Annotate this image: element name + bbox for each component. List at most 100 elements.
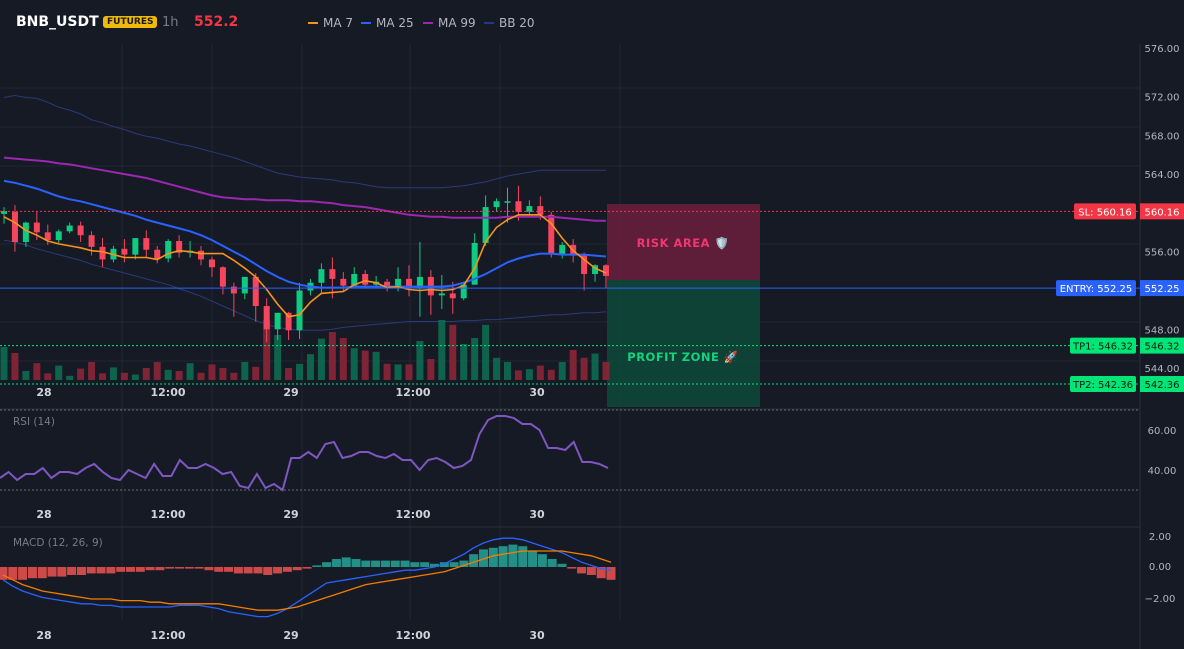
macd-histogram-bar — [420, 562, 430, 567]
macd-histogram-bar — [47, 567, 57, 577]
time-tick: 29 — [283, 629, 298, 642]
candle-body — [77, 225, 84, 236]
volume-bar — [263, 320, 271, 380]
risk-area-zone — [607, 204, 760, 280]
volume-bar — [503, 362, 511, 380]
legend-ma25[interactable]: MA 25 — [361, 16, 414, 30]
macd-histogram-bar — [233, 567, 243, 574]
grid — [0, 44, 1141, 649]
volume-bar — [33, 363, 41, 380]
volume-bar — [230, 372, 238, 380]
macd-histogram-bar — [302, 567, 312, 569]
candle-body — [165, 241, 172, 259]
macd-histogram-bar — [106, 567, 116, 574]
candle-body — [537, 206, 544, 215]
entry-level-axis-label — [1140, 280, 1184, 297]
macd-histogram-bar — [194, 567, 204, 569]
rsi-panel: 60.00 40.00 — [0, 409, 1176, 492]
tp1-level-tag-text: TP1: 546.32 — [1072, 342, 1133, 353]
ma25-swatch-icon — [361, 22, 371, 24]
volume-bar — [580, 357, 588, 380]
sl-level-axis-text: 560.16 — [1145, 207, 1180, 218]
time-tick: 12:00 — [150, 386, 185, 399]
trade-levels: SL: 560.16 560.16 ENTRY: 552.25 552.25 TP1: … — [0, 203, 1184, 393]
macd-panel: 2.00 0.00 −2.00 — [0, 532, 1175, 618]
legend-ma99[interactable]: MA 99 — [423, 16, 476, 30]
price-tick: 564.00 — [1145, 170, 1180, 181]
bb-lower-line — [3, 239, 607, 331]
candle-body — [11, 211, 18, 242]
tp2-level-tag — [1070, 376, 1136, 393]
volume-bar — [142, 368, 150, 380]
macd-histogram-bar — [508, 544, 518, 567]
volume-bar — [394, 364, 402, 380]
volume-bar — [547, 369, 555, 380]
rsi-line — [0, 415, 609, 492]
volume-bar — [285, 368, 293, 380]
macd-histogram-bar — [331, 559, 341, 567]
candle-body — [603, 265, 609, 276]
candle-body — [33, 222, 40, 233]
bb-upper-line — [3, 94, 606, 189]
macd-histogram-bar — [96, 567, 106, 574]
volume-bar — [339, 338, 347, 380]
symbol-label[interactable]: BNB_USDT — [16, 14, 99, 30]
macd-histogram-bar — [547, 559, 557, 567]
candle-body — [384, 281, 391, 288]
candle-body — [395, 278, 402, 288]
price-tick: 544.00 — [1145, 364, 1180, 375]
legend-ma7-label: MA 7 — [323, 16, 354, 30]
ma99-line — [3, 156, 606, 222]
macd-histogram-bar — [135, 567, 145, 572]
macd-histogram-bar — [361, 560, 371, 567]
volume-bar — [241, 362, 249, 380]
macd-histogram-bar — [204, 567, 214, 571]
ma7-swatch-icon — [308, 22, 318, 24]
time-tick: 29 — [283, 508, 298, 521]
macd-histogram-bar — [371, 560, 381, 567]
macd-histogram-bar — [125, 567, 135, 572]
macd-histogram-bar — [263, 567, 273, 575]
timeframe-label[interactable]: 1h — [162, 15, 179, 30]
volume-bar — [328, 332, 336, 380]
macd-histogram-bar — [410, 562, 420, 567]
macd-histogram-bar — [145, 567, 155, 571]
price-tick: 548.00 — [1145, 325, 1180, 336]
time-tick: 12:00 — [150, 508, 185, 521]
volume-bar — [416, 341, 424, 380]
volume-bar — [274, 335, 282, 380]
candle-body — [219, 267, 226, 287]
candle-body — [198, 250, 205, 260]
tp2-level-axis-label — [1140, 376, 1184, 393]
macd-histogram-bar — [282, 567, 292, 572]
volume-bar — [109, 367, 117, 380]
legend-ma7[interactable]: MA 7 — [308, 16, 353, 30]
macd-histogram-bar — [184, 567, 194, 569]
macd-histogram-bar — [586, 567, 596, 575]
volume-bar — [514, 370, 522, 380]
candle-body — [504, 201, 511, 203]
macd-histogram-bar — [606, 567, 616, 580]
sl-level-tag — [1074, 203, 1136, 220]
macd-histogram-bar — [224, 567, 234, 572]
macd-histogram-bar — [165, 567, 175, 569]
volume-bar — [11, 353, 19, 380]
moving-averages — [3, 156, 607, 318]
top-bar: BNB_USDT FUTURES 1h 552.2 MA 7 MA 25 MA … — [0, 0, 1184, 44]
legend-ma99-label: MA 99 — [438, 16, 476, 30]
volume-bar — [536, 365, 544, 380]
volume-bar — [77, 368, 85, 380]
candle-body — [515, 201, 522, 212]
time-tick: 29 — [283, 386, 298, 399]
macd-histogram-bar — [537, 554, 547, 567]
candle-body — [405, 278, 412, 289]
sl-level-tag-text: SL: 560.16 — [1078, 207, 1131, 218]
volume-bar — [186, 363, 194, 380]
time-tick: 28 — [36, 386, 51, 399]
volume-bar — [208, 364, 216, 380]
ma7-line — [3, 214, 607, 318]
volume-bar — [438, 320, 446, 380]
legend-bb20[interactable]: BB 20 — [484, 16, 535, 30]
volume-bar — [591, 353, 599, 380]
